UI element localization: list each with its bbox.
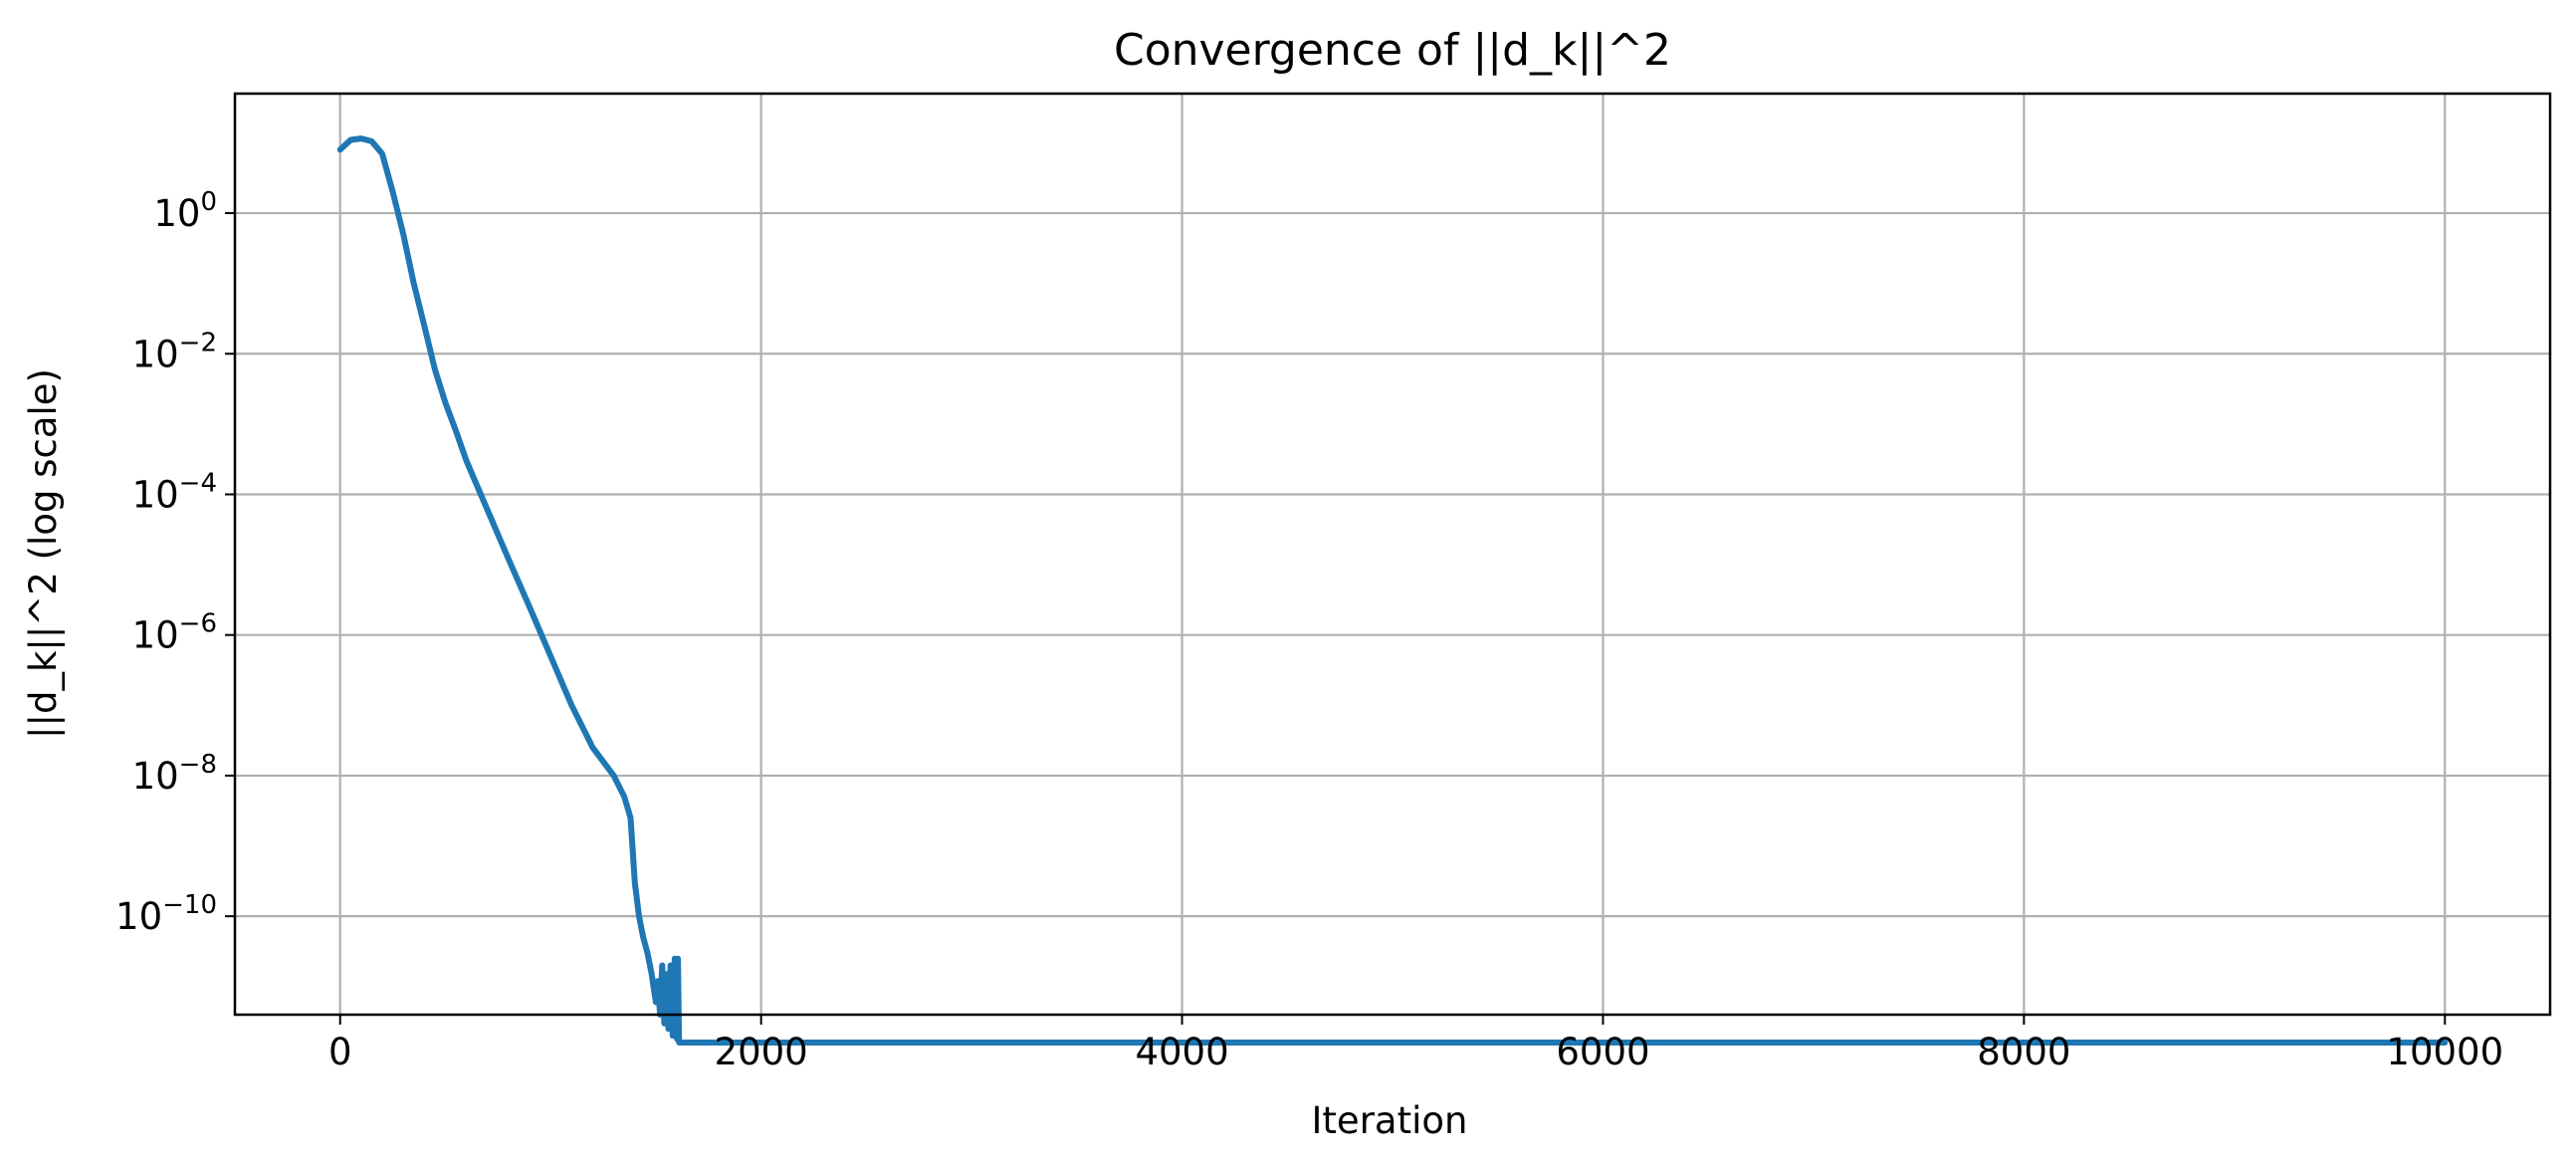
y-tick-label: 10−6 [132, 609, 217, 657]
y-axis-ticks: 100 10−2 10−4 10−6 10−8 10−10 [115, 187, 235, 938]
y-tick-label: 100 [153, 187, 217, 235]
x-tick-label: 4000 [1135, 1031, 1228, 1073]
x-tick-label: 6000 [1556, 1031, 1649, 1073]
y-tick-label: 10−2 [132, 328, 217, 375]
x-tick-label: 2000 [715, 1031, 808, 1073]
x-axis-label: Iteration [1312, 1099, 1468, 1142]
y-tick-label: 10−10 [115, 890, 217, 938]
plot-frame [233, 92, 2552, 1017]
series-line [336, 135, 2449, 1046]
grid [235, 94, 2550, 1015]
x-axis-ticks: 0 2000 4000 6000 8000 10000 [328, 1015, 2503, 1073]
x-tick-label: 8000 [1977, 1031, 2070, 1073]
x-tick-label: 10000 [2386, 1031, 2503, 1073]
x-tick-label: 0 [328, 1031, 352, 1073]
y-tick-label: 10−8 [132, 750, 217, 798]
y-axis-label: ||d_k||^2 (log scale) [22, 368, 65, 739]
series-layer [336, 135, 2449, 1046]
y-tick-label: 10−4 [132, 468, 217, 516]
chart-title: Convergence of ||d_k||^2 [1114, 25, 1671, 76]
